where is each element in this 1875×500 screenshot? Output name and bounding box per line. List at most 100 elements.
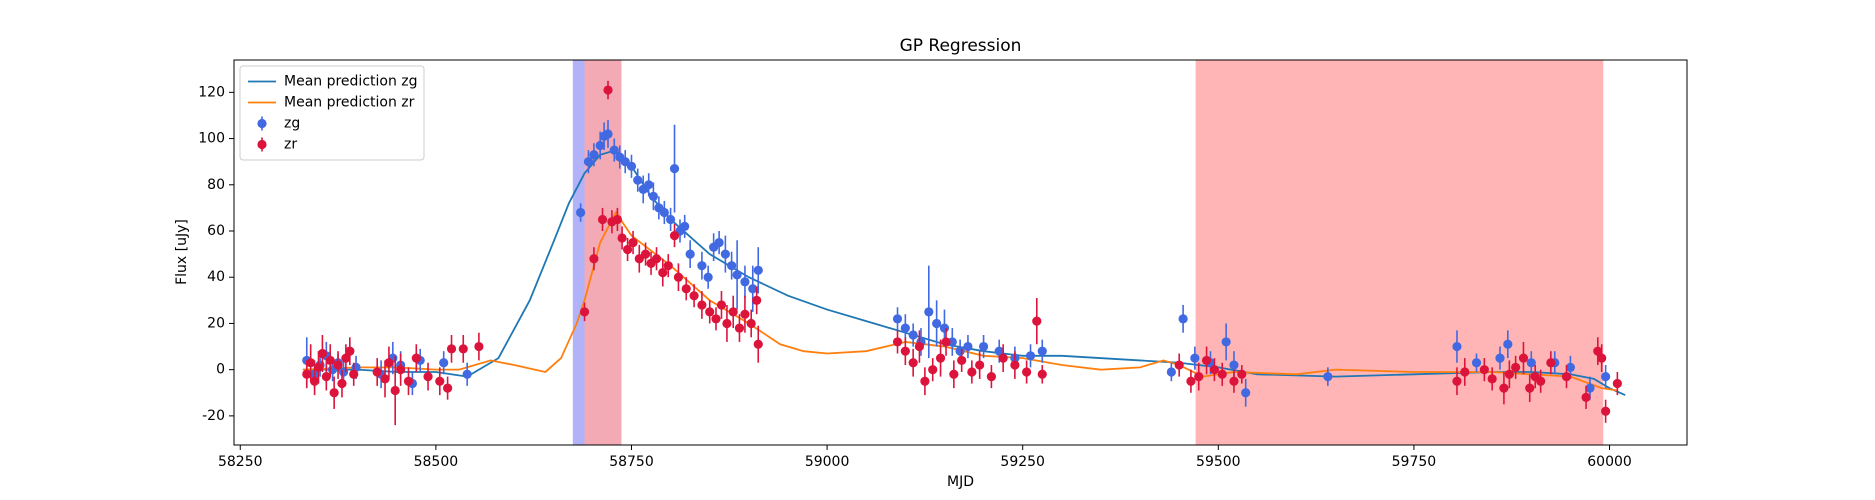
data-point bbox=[716, 300, 727, 310]
data-point bbox=[474, 341, 484, 352]
x-tick-label: 60000 bbox=[1587, 454, 1632, 470]
data-point bbox=[1032, 316, 1042, 326]
data-point bbox=[752, 295, 762, 305]
data-point bbox=[302, 369, 312, 379]
data-point bbox=[978, 341, 989, 352]
data-point bbox=[1221, 337, 1231, 347]
data-point bbox=[705, 307, 715, 317]
data-point bbox=[609, 145, 619, 155]
data-point bbox=[1561, 371, 1572, 382]
data-point bbox=[900, 346, 910, 356]
data-point bbox=[341, 353, 351, 363]
data-point bbox=[372, 367, 382, 377]
data-point bbox=[325, 355, 335, 366]
data-point bbox=[1597, 353, 1607, 363]
data-point bbox=[908, 358, 918, 368]
data-point bbox=[329, 388, 339, 398]
data-point bbox=[597, 214, 608, 225]
data-point bbox=[1190, 353, 1200, 363]
data-point bbox=[644, 180, 654, 190]
data-point bbox=[740, 277, 750, 287]
data-point bbox=[727, 261, 737, 271]
data-point bbox=[1503, 339, 1513, 349]
data-point bbox=[345, 346, 355, 356]
data-point bbox=[1037, 369, 1047, 379]
mean-line bbox=[302, 149, 1626, 396]
data-point bbox=[1518, 353, 1529, 363]
data-point bbox=[740, 309, 750, 319]
data-point bbox=[435, 376, 445, 386]
data-point bbox=[697, 261, 707, 271]
data-point bbox=[669, 164, 680, 174]
data-point bbox=[1037, 346, 1047, 356]
data-point bbox=[746, 318, 756, 329]
data-point bbox=[1229, 360, 1239, 370]
data-point bbox=[734, 323, 745, 333]
y-tick-label: 100 bbox=[198, 131, 225, 147]
data-point bbox=[443, 383, 453, 393]
data-point bbox=[955, 346, 965, 356]
data-point bbox=[1178, 314, 1188, 324]
data-point bbox=[306, 358, 316, 368]
data-point bbox=[932, 318, 942, 329]
data-point bbox=[892, 337, 903, 347]
data-point bbox=[986, 371, 997, 382]
data-point bbox=[1601, 406, 1611, 416]
data-point bbox=[1237, 369, 1247, 379]
data-point bbox=[458, 344, 468, 354]
data-point bbox=[1025, 351, 1036, 361]
y-tick-label: -20 bbox=[202, 408, 225, 424]
data-point bbox=[380, 374, 390, 384]
data-point bbox=[1593, 346, 1603, 356]
data-point bbox=[1499, 383, 1509, 393]
data-point bbox=[728, 307, 738, 317]
data-point bbox=[900, 323, 910, 333]
x-tick-label: 58500 bbox=[414, 454, 459, 470]
data-point bbox=[1201, 355, 1212, 366]
data-point bbox=[337, 378, 347, 389]
data-point bbox=[309, 376, 320, 386]
data-point bbox=[732, 270, 742, 280]
data-point bbox=[317, 348, 328, 359]
data-point bbox=[612, 214, 622, 225]
data-point bbox=[1495, 353, 1505, 363]
y-tick-label: 120 bbox=[198, 84, 225, 100]
data-point bbox=[1479, 365, 1489, 375]
data-point bbox=[680, 221, 690, 231]
data-point bbox=[753, 265, 763, 275]
data-point bbox=[1612, 378, 1622, 389]
data-point bbox=[748, 284, 758, 294]
data-point bbox=[1010, 360, 1020, 370]
legend-label: zr bbox=[284, 137, 297, 153]
data-point bbox=[633, 175, 643, 185]
data-point bbox=[949, 369, 959, 379]
data-point bbox=[720, 249, 730, 259]
data-point bbox=[1323, 371, 1333, 382]
y-tick-label: 60 bbox=[207, 223, 225, 239]
data-point bbox=[669, 231, 680, 241]
x-tick-label: 59750 bbox=[1392, 454, 1437, 470]
data-point bbox=[1581, 392, 1591, 402]
data-point bbox=[714, 237, 724, 248]
data-point bbox=[1241, 388, 1251, 398]
data-point bbox=[583, 157, 594, 167]
chart-title: GP Regression bbox=[900, 36, 1022, 56]
data-point bbox=[1565, 362, 1576, 372]
data-point bbox=[648, 191, 658, 201]
data-point bbox=[924, 307, 934, 317]
data-point bbox=[1504, 369, 1514, 379]
data-point bbox=[920, 376, 930, 386]
data-point bbox=[663, 261, 673, 271]
y-tick-label: 0 bbox=[216, 362, 225, 378]
legend-label: zg bbox=[284, 116, 300, 132]
data-point bbox=[1209, 365, 1220, 375]
data-point bbox=[1194, 371, 1204, 382]
data-point bbox=[1217, 369, 1227, 379]
y-tick-label: 80 bbox=[207, 177, 225, 193]
data-point bbox=[1525, 383, 1535, 393]
data-point bbox=[403, 376, 414, 386]
data-point bbox=[603, 129, 613, 139]
y-tick-label: 20 bbox=[207, 315, 225, 331]
data-point bbox=[939, 323, 950, 333]
data-point bbox=[1452, 341, 1462, 352]
